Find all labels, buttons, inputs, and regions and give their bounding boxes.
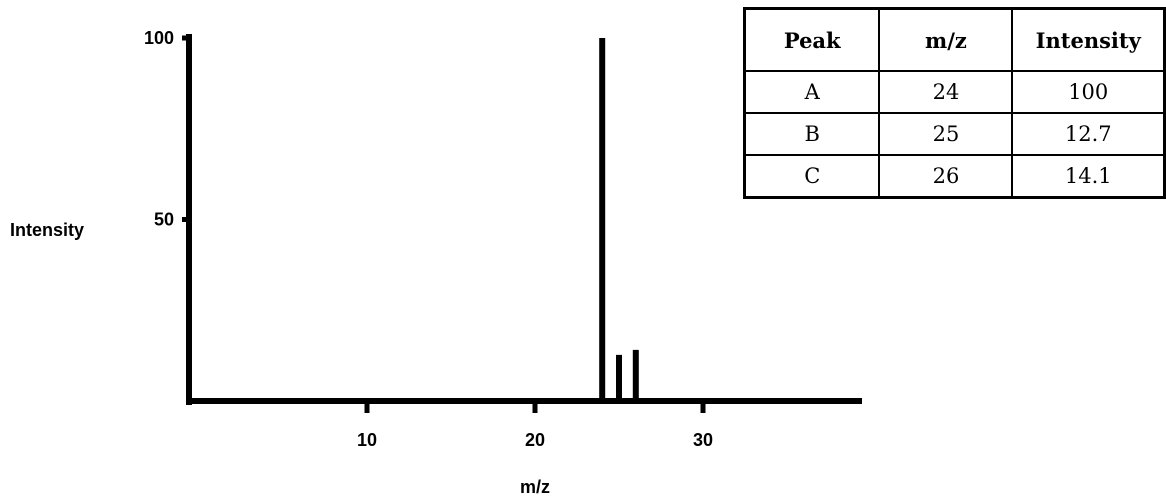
table-cell-intensity: 14.1: [1011, 154, 1166, 199]
column-header-peak: Peak: [743, 7, 881, 72]
y-axis-title: Intensity: [10, 220, 84, 240]
peak-table: Peak m/z Intensity A 24 100 B 25 12.7 C …: [743, 7, 1166, 199]
chart-bars: [599, 38, 639, 401]
table-row: A 24 100: [743, 70, 1166, 114]
column-header-intensity: Intensity: [1011, 7, 1166, 72]
table-cell-peak: A: [743, 70, 881, 114]
x-tick-label: 20: [525, 430, 545, 450]
x-tick-label: 10: [357, 430, 377, 450]
chart-ticks: 50 100 10 20 30: [144, 28, 713, 450]
table-cell-mz: 25: [878, 112, 1014, 156]
table-cell-peak: C: [743, 154, 881, 199]
table-row: B 25 12.7: [743, 112, 1166, 156]
table-cell-mz: 26: [878, 154, 1014, 199]
table-cell-peak: B: [743, 112, 881, 156]
y-tick-label: 100: [144, 28, 174, 48]
table-cell-mz: 24: [878, 70, 1014, 114]
table-cell-intensity: 100: [1011, 70, 1166, 114]
y-tick-label: 50: [154, 210, 174, 230]
table-cell-intensity: 12.7: [1011, 112, 1166, 156]
table-row: C 26 14.1: [743, 154, 1166, 199]
x-axis-title: m/z: [520, 477, 550, 497]
table-header-row: Peak m/z Intensity: [743, 7, 1166, 72]
x-tick-label: 30: [693, 430, 713, 450]
column-header-mz: m/z: [878, 7, 1014, 72]
